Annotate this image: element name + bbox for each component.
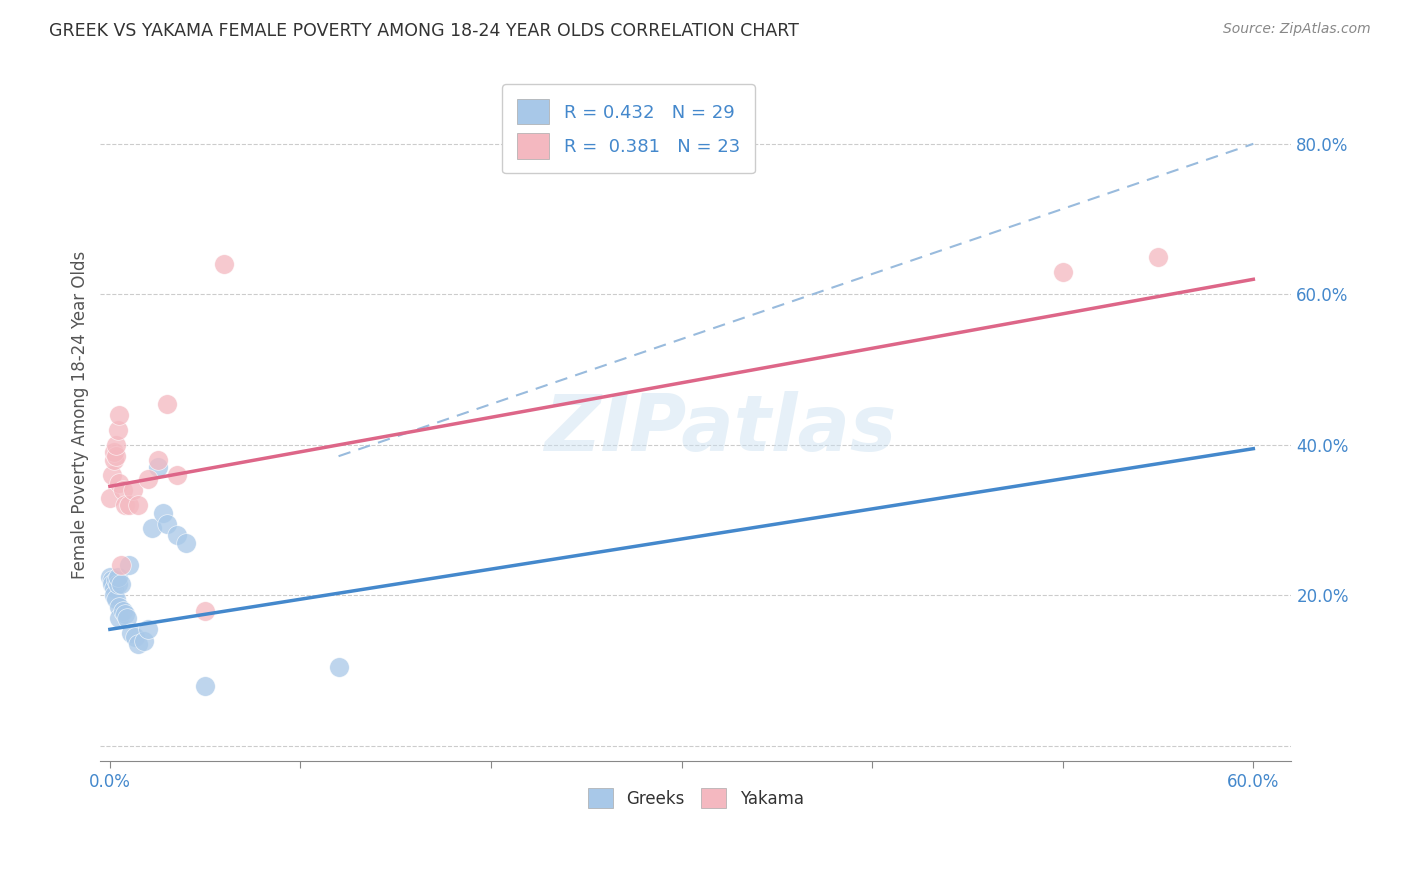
Point (115, 611, 138, 625)
Point (104, 574, 127, 588)
Point (103, 589, 125, 603)
Point (118, 498, 141, 512)
Point (124, 630, 146, 644)
Point (114, 607, 136, 622)
Point (328, 660, 350, 674)
Point (121, 483, 143, 497)
Point (107, 577, 129, 591)
Point (101, 468, 124, 483)
Point (101, 577, 124, 591)
Point (136, 623, 159, 637)
Point (134, 633, 156, 648)
Legend: Greeks, Yakama: Greeks, Yakama (582, 781, 810, 815)
Point (98, 491, 121, 505)
Point (166, 468, 188, 483)
Point (103, 581, 125, 595)
Point (108, 475, 131, 490)
Point (194, 603, 217, 617)
Point (101, 574, 124, 588)
Text: ZIPatlas: ZIPatlas (544, 391, 896, 467)
Point (110, 577, 132, 591)
Point (166, 528, 188, 542)
Point (156, 396, 179, 410)
Point (141, 521, 163, 535)
Text: Source: ZipAtlas.com: Source: ZipAtlas.com (1223, 22, 1371, 37)
Point (152, 506, 174, 520)
Text: GREEK VS YAKAMA FEMALE POVERTY AMONG 18-24 YEAR OLDS CORRELATION CHART: GREEK VS YAKAMA FEMALE POVERTY AMONG 18-… (49, 22, 799, 40)
Point (104, 449, 127, 463)
Point (108, 611, 131, 625)
Point (194, 679, 217, 693)
Point (98, 569, 121, 583)
Point (107, 423, 129, 437)
Point (1052, 265, 1074, 279)
Point (127, 637, 149, 651)
Point (103, 453, 125, 467)
Point (108, 408, 131, 422)
Y-axis label: Female Poverty Among 18-24 Year Olds: Female Poverty Among 18-24 Year Olds (72, 251, 89, 579)
Point (108, 599, 131, 614)
Point (174, 535, 197, 549)
Point (146, 460, 169, 475)
Point (127, 498, 149, 512)
Point (103, 445, 125, 459)
Point (156, 516, 179, 531)
Point (1147, 250, 1170, 264)
Point (212, 257, 235, 271)
Point (146, 453, 169, 467)
Point (104, 592, 127, 607)
Point (107, 569, 129, 583)
Point (136, 472, 159, 486)
Point (112, 483, 135, 497)
Point (110, 558, 132, 573)
Point (112, 603, 135, 617)
Point (104, 438, 127, 452)
Point (120, 626, 142, 640)
Point (118, 558, 141, 573)
Point (114, 498, 136, 512)
